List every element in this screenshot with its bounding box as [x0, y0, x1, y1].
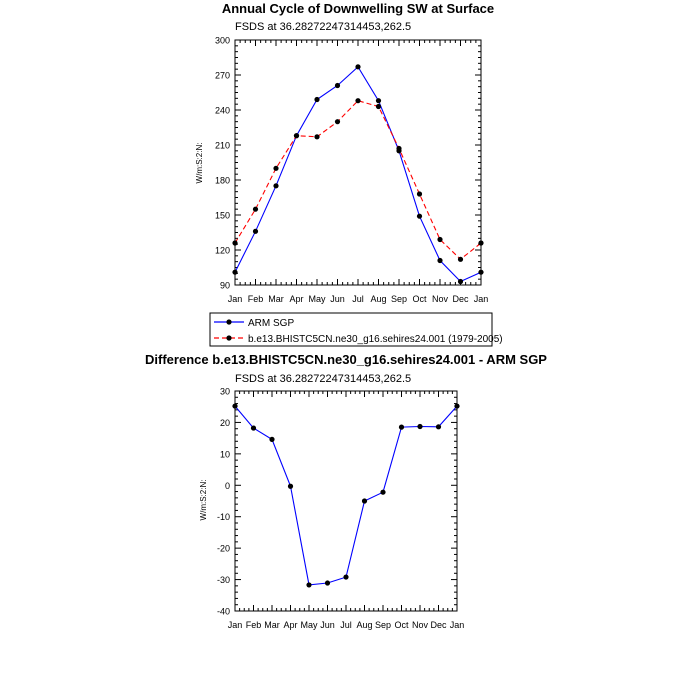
data-point: [437, 257, 443, 264]
data-point: [273, 165, 279, 171]
x-tick-label: Mar: [268, 294, 284, 304]
x-tick-label: Apr: [289, 294, 303, 304]
y-tick-label: 270: [215, 71, 230, 81]
legend-box: [209, 312, 493, 347]
x-tick-label: Sep: [375, 620, 391, 630]
y-tick-label: 0: [225, 481, 230, 491]
x-tick-label: Jul: [340, 620, 352, 630]
y-tick-label: -30: [217, 575, 230, 585]
data-point: [417, 423, 423, 430]
data-point: [375, 98, 382, 104]
y-tick-label: 20: [220, 418, 230, 428]
x-tick-label: Mar: [264, 620, 280, 630]
x-tick-label: Oct: [412, 294, 427, 304]
x-tick-label: May: [308, 294, 326, 304]
y-tick-label: 30: [220, 387, 230, 397]
data-point: [334, 119, 341, 125]
x-tick-label: Jan: [474, 294, 489, 304]
diff-y-axis-label: W/m:S:2:N:: [199, 480, 208, 521]
x-tick-label: Aug: [356, 620, 372, 630]
data-point: [252, 228, 259, 234]
legend-marker-model: [226, 335, 232, 341]
y-tick-label: -10: [217, 512, 230, 522]
x-tick-label: Nov: [432, 294, 449, 304]
series-line-diff: [234, 405, 458, 586]
y-tick-label: 10: [220, 449, 230, 459]
data-point: [435, 424, 442, 430]
y-tick-label: 240: [215, 106, 230, 116]
y-tick-label: 300: [215, 36, 230, 46]
x-tick-label: Feb: [248, 294, 264, 304]
diff-chart-subtitle: FSDS at 36.28272247314453,262.5: [235, 373, 411, 385]
data-point: [334, 82, 341, 89]
x-tick-label: Jul: [352, 294, 364, 304]
data-point: [355, 98, 361, 104]
annual-cycle-chart: Annual Cycle of Downwelling SW at Surfac…: [195, 1, 494, 304]
x-tick-label: Dec: [452, 294, 469, 304]
data-point: [380, 489, 386, 495]
chart-subtitle: FSDS at 36.28272247314453,262.5: [235, 21, 411, 33]
data-point: [343, 574, 349, 580]
data-point: [437, 236, 443, 243]
y-tick-label: 210: [215, 141, 230, 151]
y-tick-label: 120: [215, 246, 230, 256]
x-tick-label: Apr: [283, 620, 297, 630]
data-point: [252, 206, 259, 212]
legend: ARM SGP b.e13.BHISTC5CN.ne30_g16.sehires…: [209, 312, 503, 347]
y-axis-label: W/m:S:2:N:: [195, 143, 204, 184]
data-point: [416, 213, 423, 219]
x-tick-label: Aug: [370, 294, 386, 304]
x-tick-label: Jan: [228, 294, 243, 304]
x-tick-label: Oct: [394, 620, 409, 630]
data-point: [457, 256, 464, 262]
data-point: [306, 582, 312, 588]
legend-marker-obs: [226, 319, 232, 325]
data-point: [478, 240, 484, 246]
data-point: [454, 403, 460, 409]
series-line-model: [234, 100, 482, 261]
difference-chart: Difference b.e13.BHISTC5CN.ne30_g16.sehi…: [145, 352, 547, 630]
x-tick-label: Jun: [320, 620, 335, 630]
x-tick-label: Nov: [412, 620, 429, 630]
legend-label-model: b.e13.BHISTC5CN.ne30_g16.sehires24.001 (…: [248, 334, 503, 345]
chart-title: Annual Cycle of Downwelling SW at Surfac…: [222, 1, 494, 16]
data-point: [398, 424, 405, 430]
data-point: [361, 498, 368, 504]
x-tick-label: Sep: [391, 294, 407, 304]
data-point: [314, 134, 320, 140]
data-point: [375, 103, 382, 110]
y-tick-label: 180: [215, 176, 230, 186]
y-tick-label: -20: [217, 544, 230, 554]
y-tick-label: -40: [217, 607, 230, 617]
data-point: [416, 191, 423, 197]
x-tick-label: Jan: [450, 620, 465, 630]
data-point: [273, 183, 279, 189]
data-point: [355, 64, 361, 70]
x-tick-label: Dec: [430, 620, 447, 630]
x-tick-label: Feb: [246, 620, 262, 630]
data-point: [232, 269, 238, 275]
data-point: [314, 96, 320, 103]
diff-chart-title: Difference b.e13.BHISTC5CN.ne30_g16.sehi…: [145, 352, 547, 367]
data-point: [293, 133, 300, 139]
data-point: [324, 580, 331, 586]
x-tick-label: Jun: [330, 294, 345, 304]
legend-label-obs: ARM SGP: [248, 318, 294, 329]
y-tick-label: 150: [215, 211, 230, 221]
x-tick-label: Jan: [228, 620, 243, 630]
data-point: [269, 436, 275, 442]
data-point: [287, 483, 294, 489]
plot-frame: [234, 39, 482, 286]
data-point: [232, 403, 238, 409]
data-point: [478, 269, 484, 275]
data-point: [232, 240, 238, 246]
x-tick-label: May: [300, 620, 318, 630]
data-point: [250, 425, 257, 431]
data-point: [396, 145, 402, 152]
y-tick-label: 90: [220, 281, 230, 291]
data-point: [457, 278, 464, 285]
